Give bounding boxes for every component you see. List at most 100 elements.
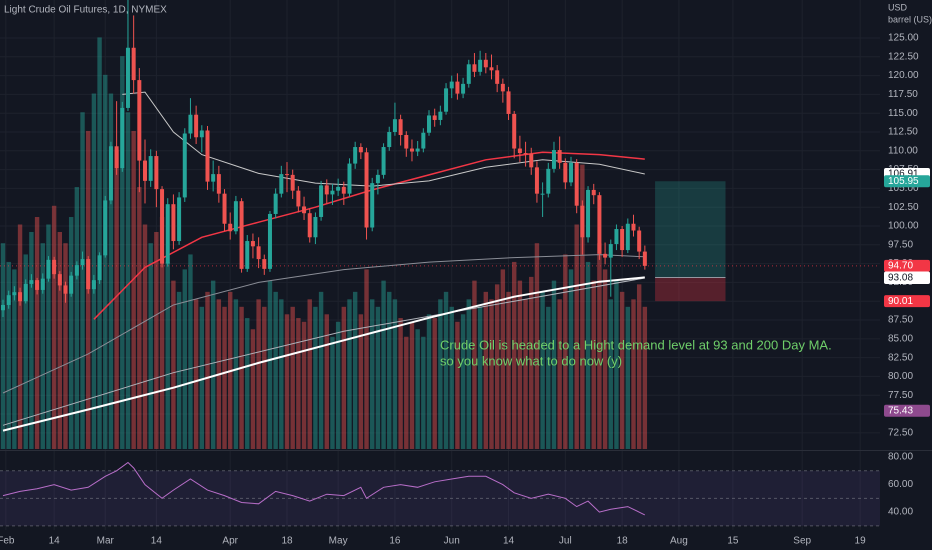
candle-body xyxy=(529,153,534,168)
candle-body xyxy=(364,152,369,228)
volume-bar xyxy=(631,299,636,449)
price-label-box xyxy=(884,295,930,308)
candle-body xyxy=(569,162,574,183)
volume-bar xyxy=(460,314,466,449)
y-tick-label: 120.00 xyxy=(888,70,919,81)
candle-body xyxy=(216,174,221,194)
volume-bar xyxy=(267,280,273,449)
candle-body xyxy=(319,185,324,217)
volume-bar xyxy=(426,314,432,449)
volume-bar xyxy=(210,280,216,449)
y-tick-label: 122.50 xyxy=(888,51,919,62)
price-label: 90.01 xyxy=(888,296,913,307)
candle-body xyxy=(398,119,403,136)
y-tick-label: 112.50 xyxy=(888,127,918,138)
candle-body xyxy=(642,251,647,266)
candle-body xyxy=(358,147,363,153)
rsi-tick-label: 80.00 xyxy=(888,452,913,463)
volume-bar xyxy=(154,231,159,449)
volume-bar xyxy=(324,314,329,449)
volume-bar xyxy=(375,306,381,449)
y-tick-label: 105.00 xyxy=(888,183,919,194)
volume-bar xyxy=(523,299,528,449)
volume-bar xyxy=(330,336,335,449)
price-label: 75.43 xyxy=(888,405,913,416)
candle-body xyxy=(546,168,551,194)
volume-bar xyxy=(500,269,506,449)
candle-body xyxy=(46,259,51,279)
volume-bar xyxy=(176,291,182,449)
y-tick-label: 117.50 xyxy=(888,89,918,100)
volume-bar xyxy=(387,291,392,449)
volume-bar xyxy=(29,231,34,449)
volume-bar xyxy=(148,243,153,449)
volume-bar xyxy=(398,318,403,449)
volume-bar xyxy=(551,280,557,449)
candle-body xyxy=(523,153,528,155)
candle-body xyxy=(307,213,312,238)
candle-body xyxy=(148,156,153,181)
candle-body xyxy=(370,183,375,228)
volume-bar xyxy=(80,112,85,449)
candle-body xyxy=(18,292,23,302)
candle-body xyxy=(279,174,284,194)
volume-bar xyxy=(568,269,574,449)
candle-body xyxy=(591,189,596,196)
candle-body xyxy=(478,59,483,72)
candle-body xyxy=(74,265,79,276)
candle-body xyxy=(608,244,613,258)
volume-bar xyxy=(364,269,369,449)
volume-bar xyxy=(489,299,494,449)
candle-body xyxy=(313,216,318,238)
candle-body xyxy=(625,223,630,251)
target-zone xyxy=(655,181,726,278)
price-label: 93.08 xyxy=(888,273,913,284)
volume-bar xyxy=(358,314,364,449)
volume-bar xyxy=(455,321,460,449)
candle-body xyxy=(211,174,216,182)
price-label-box xyxy=(884,175,930,188)
candle-body xyxy=(324,185,329,195)
candle-body xyxy=(466,64,471,84)
volume-bar xyxy=(307,299,312,449)
volume-bar xyxy=(381,280,386,449)
volume-bar xyxy=(602,269,608,449)
volume-bar xyxy=(438,299,443,449)
volume-bar xyxy=(625,306,631,449)
volume-bar xyxy=(57,231,63,449)
volume-bar xyxy=(51,205,57,449)
volume-bar xyxy=(370,299,375,449)
rsi-tick-label: 40.00 xyxy=(888,507,913,518)
candle-body xyxy=(563,162,568,183)
volume-bar xyxy=(449,306,454,449)
candle-body xyxy=(267,213,272,269)
candle-body xyxy=(341,186,346,194)
moving-average xyxy=(2,277,645,426)
volume-bar xyxy=(165,261,170,449)
volume-bar xyxy=(421,336,426,449)
x-tick-label: Jun xyxy=(444,536,460,547)
candle-body xyxy=(143,160,148,181)
candle-body xyxy=(472,64,477,72)
candle-body xyxy=(1,304,6,311)
candle-body xyxy=(160,189,165,264)
candle-body xyxy=(199,130,204,138)
candle-body xyxy=(97,255,102,281)
candle-body xyxy=(461,83,466,94)
candle-body xyxy=(120,107,125,169)
x-tick-label: 14 xyxy=(49,536,61,547)
candle-body xyxy=(285,174,290,176)
volume-bar xyxy=(483,291,489,449)
y-tick-label: 125.00 xyxy=(888,33,919,44)
candle-body xyxy=(495,70,500,84)
y-tick-label: 102.50 xyxy=(888,202,919,213)
rsi-line xyxy=(2,461,646,516)
candle-body xyxy=(404,135,409,149)
annotation: Crude Oil is headed to a Hight demand le… xyxy=(440,337,832,352)
volume-bar xyxy=(636,284,642,449)
volume-bar xyxy=(619,291,625,449)
candle-body xyxy=(534,167,539,194)
unit: barrel (US) xyxy=(888,14,932,24)
